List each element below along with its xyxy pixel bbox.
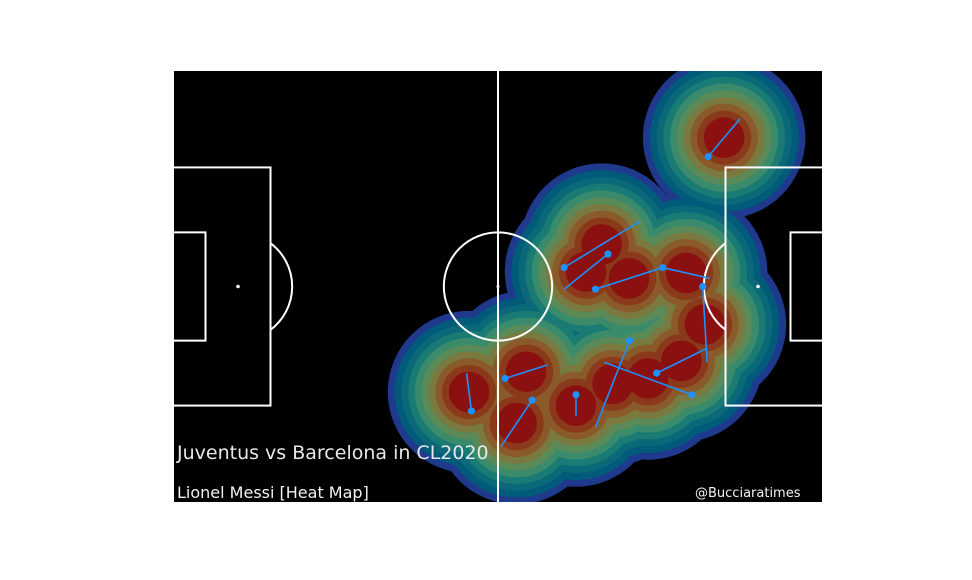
pass-line [595,266,663,290]
pass-line [603,361,693,396]
center-spot [496,285,500,288]
left-penalty-box [173,166,272,407]
pass-event [699,282,708,363]
pass-events-layer [465,118,741,447]
chart-title: Juventus vs Barcelona in CL2020 [177,442,489,464]
right-penalty-spot [756,284,760,289]
pass-event [501,364,548,383]
pass-event [704,118,741,161]
pass-line [563,253,609,290]
right-penalty-box [724,166,823,407]
pass-start-point [604,250,612,258]
center-circle [442,231,554,342]
pass-start-point [626,337,634,345]
pass-event [603,361,696,399]
pass-line [504,364,548,380]
left-penalty-spot [236,284,240,289]
pass-line [701,286,708,363]
pass-line [465,372,473,412]
pass-event [563,250,612,290]
pass-event [500,396,536,447]
pass-event [594,337,634,428]
pass-event [653,348,707,377]
pass-event [659,263,710,280]
pass-start-point [501,374,509,383]
pass-line [662,266,710,280]
right-six-yard-box [789,231,823,342]
pass-event [465,372,476,415]
credit-label: @Bucciaratimes [695,486,801,501]
left-penalty-arc [269,242,294,331]
chart-subtitle: Lionel Messi [Heat Map] [177,483,369,502]
pass-line [656,348,707,374]
pass-start-point [704,153,712,161]
pass-line [707,118,741,158]
pass-start-point [528,396,536,404]
pass-start-point [572,391,580,399]
pass-line [563,220,640,269]
pass-start-point [467,407,476,415]
pass-start-point [560,263,568,272]
pass-start-point [659,263,667,272]
pass-start-point [688,391,696,399]
pass-start-point [591,285,600,293]
pass-event [591,266,663,293]
pass-line [500,399,533,447]
pass-start-point [699,282,707,291]
left-six-yard-box [173,231,207,342]
pass-event [572,391,580,417]
pass-line [594,340,631,428]
pass-event [560,220,640,272]
pass-start-point [653,369,661,377]
